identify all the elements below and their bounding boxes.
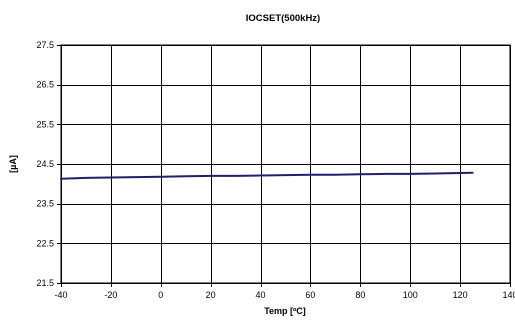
x-axis-ticks: -40 -20 0 20 40 60 80 100 120 140: [54, 290, 515, 300]
y-tick-label: 26.5: [36, 80, 54, 90]
series-line: [60, 171, 474, 180]
x-tick-label: 0: [158, 290, 163, 300]
x-tick-label: 120: [453, 290, 468, 300]
x-axis-label: Temp [ºC]: [264, 306, 306, 316]
x-tick-label: 40: [256, 290, 266, 300]
y-tick-label: 23.5: [36, 199, 54, 209]
y-axis-ticks: 27.5 26.5 25.5 24.5 23.5 22.5 21.5: [36, 40, 54, 288]
x-tick-label: 140: [502, 290, 515, 300]
x-tick-label: -40: [54, 290, 67, 300]
y-tick-label: 25.5: [36, 119, 54, 129]
y-tick-label: 27.5: [36, 40, 54, 50]
y-axis-label: [µA]: [8, 155, 18, 173]
y-tick-label: 24.5: [36, 159, 54, 169]
y-tick-label: 21.5: [36, 278, 54, 288]
series-layer: [60, 171, 474, 180]
x-tick-label: -20: [104, 290, 117, 300]
x-tick-label: 20: [206, 290, 216, 300]
x-tick-label: 80: [355, 290, 365, 300]
grid: [57, 45, 511, 287]
x-tick-label: 60: [305, 290, 315, 300]
plot-area: [60, 44, 511, 284]
y-tick-label: 22.5: [36, 238, 54, 248]
chart-title: IOCSET(500kHz): [246, 13, 320, 24]
x-tick-label: 100: [403, 290, 418, 300]
